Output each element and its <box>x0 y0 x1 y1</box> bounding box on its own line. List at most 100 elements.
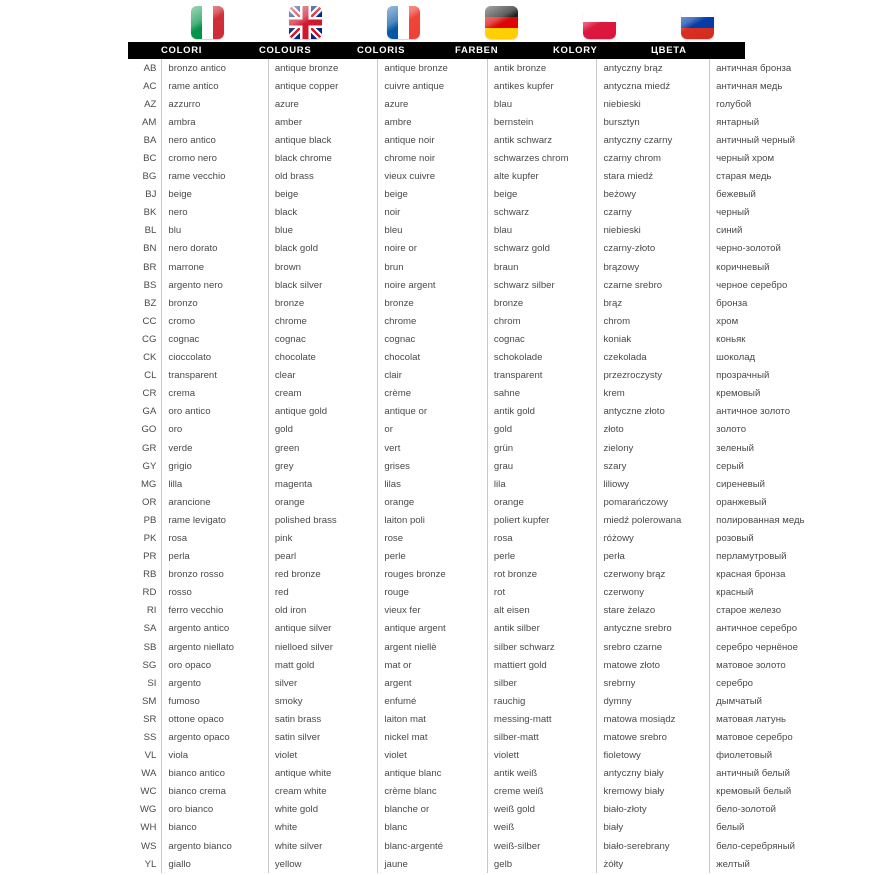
table-row: CL transparent clear clair transparent przezr… <box>128 366 873 385</box>
color-code-cell: BA <box>143 134 157 146</box>
table-row: BR marrone brown brun braun brązowy коричневый <box>128 258 873 277</box>
table-row: SA argento antico antique silver antique ar… <box>128 619 873 638</box>
color-name-cell-russian: черно-золотой <box>709 239 873 259</box>
color-name-cell-polish: czarny-złoto <box>596 239 710 259</box>
color-code-cell: YL <box>144 858 157 870</box>
color-name-cell-french: noire argent <box>377 276 488 295</box>
color-name-cell-french: argent niellè <box>377 638 488 657</box>
color-code-cell: SB <box>143 641 157 653</box>
color-name-cell-french: violet <box>377 746 488 765</box>
table-row: BA nero antico antique black antique noir an… <box>128 131 873 150</box>
color-name-cell-french: mat or <box>377 656 488 675</box>
france-flag <box>386 5 420 39</box>
color-name-cell-italian: rosso <box>161 583 269 602</box>
color-name-cell-german: poliert kupfer <box>486 511 597 530</box>
table-row: PR perla pearl perle perle perła перламутровый <box>128 547 873 566</box>
table-row: GY grigio grey grises grau szary серый <box>128 457 873 476</box>
table-row: MG lilla magenta lilas lila liliowy сиреневый <box>128 475 873 494</box>
color-name-cell-russian: шоколад <box>709 348 873 367</box>
color-name-cell-polish: czarny chrom <box>596 149 710 168</box>
color-name-cell-polish: czekolada <box>596 348 710 367</box>
color-name-cell-russian: матовое золото <box>709 656 873 675</box>
color-name-cell-french: antique argent <box>377 619 488 638</box>
color-name-cell-french: bronze <box>377 294 488 313</box>
color-name-cell-russian: красный <box>709 583 873 602</box>
color-name-cell-russian: античный белый <box>709 764 873 783</box>
color-name-cell-english: polished brass <box>267 511 378 530</box>
color-name-cell-english: brown <box>267 258 378 277</box>
color-name-cell-russian: золото <box>709 420 873 439</box>
color-name-cell-french: nickel mat <box>377 728 488 747</box>
table-row: BJ beige beige beige beige beżowy бежевый <box>128 185 873 204</box>
color-name-cell-russian: фиолетовый <box>709 746 873 765</box>
color-name-cell-italian: crema <box>161 384 269 403</box>
color-name-cell-italian: lilla <box>161 475 269 494</box>
color-name-cell-italian: rame antico <box>161 77 269 96</box>
table-row: YL giallo yellow jaune gelb żółty желтый <box>128 855 873 874</box>
color-name-cell-russian: бело-золотой <box>709 800 873 819</box>
table-row: WH bianco white blanc weiß biały белый <box>128 818 873 838</box>
color-name-cell-french: beige <box>377 185 488 204</box>
germany-flag <box>484 5 518 39</box>
column-header-coloris: COLORIS <box>357 45 406 56</box>
color-name-cell-polish: czarne srebro <box>596 276 710 295</box>
color-name-cell-polish: krem <box>596 384 710 403</box>
color-name-cell-russian: прозрачный <box>709 366 873 385</box>
color-name-cell-russian: дымчатый <box>709 692 873 711</box>
color-name-cell-polish: bursztyn <box>596 113 710 132</box>
color-name-cell-english: orange <box>267 493 378 512</box>
color-code-cell: SR <box>143 713 157 725</box>
color-name-cell-french: clair <box>377 366 488 385</box>
color-name-cell-italian: argento opaco <box>161 728 269 747</box>
color-name-cell-english: antique gold <box>267 402 378 421</box>
color-name-cell-polish: perła <box>596 547 710 566</box>
color-name-cell-french: rose <box>377 529 488 548</box>
color-name-cell-german: grün <box>486 438 597 458</box>
color-name-cell-polish: biało-serebrany <box>596 837 710 856</box>
table-row: SM fumoso smoky enfumé rauchig dymny дымчатый <box>128 692 873 711</box>
color-code-cell: CK <box>143 352 157 364</box>
color-code-cell: WS <box>140 840 157 852</box>
table-row: RB bronzo rosso red bronze rouges bronze rot… <box>128 565 873 584</box>
color-name-cell-italian: argento antico <box>161 619 269 638</box>
table-row: PK rosa pink rose rosa różowy розовый <box>128 529 873 548</box>
color-name-cell-russian: античная бронза <box>709 59 873 78</box>
color-name-cell-german: blau <box>486 221 597 240</box>
table-row: VL viola violet violet violett fioletowy фиоле… <box>128 746 873 765</box>
color-name-cell-italian: ferro vecchio <box>161 601 269 620</box>
color-name-cell-russian: хром <box>709 312 873 331</box>
color-name-cell-polish: stara miedź <box>596 167 710 186</box>
table-row: SR ottone opaco satin brass laiton mat messi… <box>128 710 873 729</box>
color-name-cell-english: antique copper <box>267 77 378 96</box>
color-name-cell-english: matt gold <box>267 656 378 675</box>
color-name-cell-italian: cromo <box>161 312 269 331</box>
color-name-cell-russian: старое железо <box>709 601 873 620</box>
color-name-cell-french: ambre <box>377 113 488 132</box>
color-name-cell-italian: arancione <box>161 493 269 512</box>
table-row: SB argento niellato nielloed silver argent … <box>128 638 873 657</box>
table-row: PB rame levigato polished brass laiton poli… <box>128 511 873 530</box>
color-code-cell: PB <box>143 514 157 526</box>
color-name-cell-german: antik schwarz <box>486 131 597 150</box>
flag-cell-germany <box>452 4 550 40</box>
color-name-cell-italian: rame vecchio <box>161 167 269 186</box>
color-name-cell-italian: argento nero <box>161 276 269 295</box>
table-row: AC rame antico antique copper cuivre antiqu… <box>128 77 873 96</box>
color-name-cell-french: lilas <box>377 475 488 494</box>
color-name-cell-polish: antyczne srebro <box>596 619 710 638</box>
color-name-cell-polish: złoto <box>596 420 710 439</box>
color-name-cell-english: violet <box>267 746 378 765</box>
color-name-cell-english: cream <box>267 384 378 403</box>
color-name-cell-italian: bronzo <box>161 294 269 313</box>
color-name-cell-italian: cromo nero <box>161 149 269 168</box>
table-row: CR crema cream crème sahne krem кремовый <box>128 384 873 403</box>
color-name-cell-french: laiton poli <box>377 511 488 530</box>
table-row: WA bianco antico antique white antique blan… <box>128 764 873 783</box>
color-code-cell: OR <box>142 496 157 508</box>
color-name-cell-polish: czerwony <box>596 583 710 602</box>
color-name-cell-italian: bianco crema <box>161 782 269 801</box>
color-name-cell-polish: miedź polerowana <box>596 511 710 530</box>
color-name-cell-german: rauchig <box>486 692 597 711</box>
color-name-cell-italian: bronzo antico <box>161 59 269 78</box>
color-name-cell-russian: кремовый <box>709 384 873 403</box>
